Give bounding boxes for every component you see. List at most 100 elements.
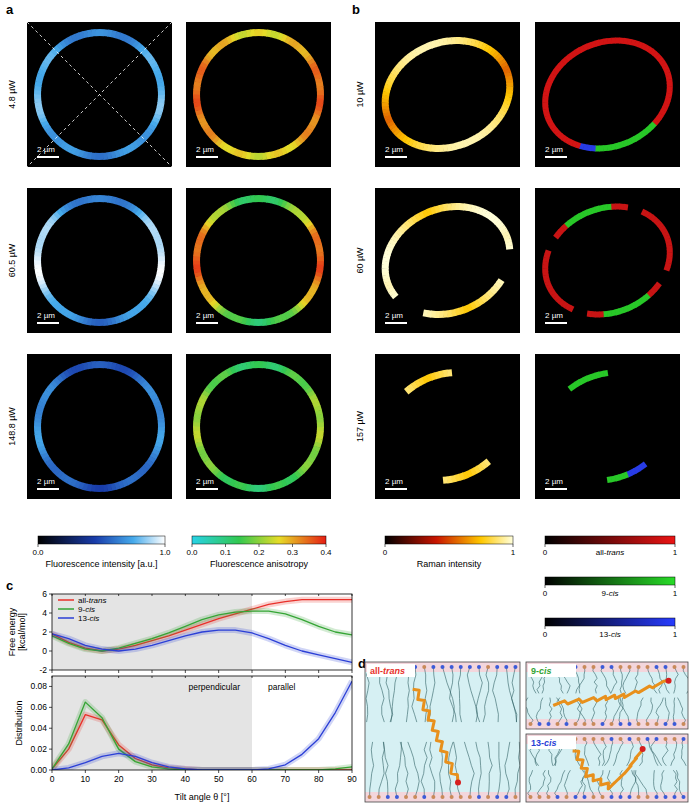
colorbar	[192, 536, 326, 544]
ring-segment	[550, 122, 552, 125]
ring-segment	[201, 118, 203, 122]
ring-segment	[151, 226, 153, 230]
ring-segment	[435, 209, 440, 210]
ring-segment	[654, 53, 657, 56]
headgroup	[513, 665, 517, 669]
ring-segment	[203, 395, 205, 399]
ring-segment	[119, 484, 123, 486]
plot-frame	[52, 594, 352, 670]
label: 0.2	[253, 548, 265, 557]
headgroup	[673, 665, 677, 669]
label: all-trans	[78, 596, 106, 605]
ring-segment	[503, 230, 505, 233]
lipid	[497, 742, 500, 797]
lipid	[483, 667, 488, 722]
ring-segment	[119, 152, 123, 154]
ring-segment	[307, 295, 310, 299]
ring-segment	[413, 143, 417, 145]
ring-segment	[44, 121, 46, 125]
headgroup	[431, 665, 435, 669]
headgroup	[601, 665, 605, 669]
ring-segment	[242, 486, 247, 487]
ring-segment	[140, 470, 143, 473]
x-tick	[85, 676, 86, 678]
ring-segment	[146, 298, 149, 302]
label: 0.3	[287, 548, 299, 557]
ring-segment	[563, 59, 566, 62]
headgroup	[556, 722, 560, 726]
lipid	[467, 667, 479, 722]
ring-segment	[159, 107, 160, 112]
ring-segment	[547, 251, 548, 255]
headgroup	[610, 665, 614, 669]
label: Fluorescence intensity [a.u.]	[45, 559, 157, 569]
ring-segment	[478, 466, 482, 469]
error-band	[52, 715, 352, 770]
x-tick	[352, 770, 353, 773]
lipid	[657, 667, 663, 693]
ring-segment	[103, 484, 108, 491]
ring-segment	[50, 132, 53, 136]
headgroup	[477, 665, 481, 669]
ring-segment	[615, 145, 620, 146]
ring-segment	[282, 482, 286, 484]
ring-segment	[250, 195, 255, 202]
lipid	[681, 739, 686, 766]
colorbar-tick	[545, 585, 546, 588]
label: Distribution	[14, 700, 24, 745]
headgroup	[368, 795, 372, 799]
ring-segment	[203, 453, 205, 457]
ring-segment	[296, 307, 300, 310]
snapshot-frame	[526, 662, 688, 729]
lipid	[458, 667, 461, 722]
ring-segment	[645, 295, 649, 298]
ring-segment	[231, 482, 235, 484]
ring-segment	[420, 146, 424, 147]
ring-segment	[42, 67, 44, 71]
ring-segment	[576, 145, 580, 146]
lipid	[676, 770, 683, 797]
colorbar-tick	[259, 544, 260, 547]
label: 9-cis	[78, 605, 95, 614]
ring-segment	[576, 50, 580, 52]
ring-segment	[72, 316, 76, 318]
scale-bar	[545, 156, 567, 158]
ring-segment	[224, 312, 228, 314]
ring-segment	[451, 37, 456, 44]
ring-segment	[239, 200, 243, 201]
snapshot-frame	[526, 734, 688, 802]
ring-segment	[234, 484, 238, 486]
ring-segment	[39, 272, 40, 277]
ring-segment	[305, 54, 308, 58]
ring-segment	[200, 70, 202, 74]
colorbar-tick	[513, 544, 514, 547]
ring-segment	[42, 450, 44, 454]
ring-segment	[488, 126, 491, 129]
label: 10	[81, 774, 91, 784]
ring-segment	[271, 34, 276, 35]
ring-segment	[159, 244, 160, 249]
ring-segment	[123, 316, 127, 318]
headgroup	[422, 665, 426, 669]
ring-segment	[566, 306, 570, 308]
y-tick	[49, 632, 52, 633]
ring-segment	[127, 39, 131, 41]
ring-segment	[591, 376, 596, 377]
ring-segment	[158, 407, 159, 411]
label: [kcal/mol]	[17, 613, 27, 651]
label: 0.04	[30, 723, 47, 733]
ring-segment	[123, 150, 127, 152]
ring-segment	[69, 39, 73, 41]
ring-segment	[427, 45, 432, 47]
ring-segment	[666, 266, 667, 270]
ring-segment	[316, 418, 323, 423]
ring-segment	[153, 396, 155, 400]
ring-segment	[314, 67, 316, 71]
micrograph	[27, 188, 172, 333]
ring-segment	[420, 48, 424, 50]
ring-segment	[215, 47, 218, 50]
scale-bar	[37, 322, 59, 324]
ring-segment	[566, 140, 570, 142]
ring-segment	[494, 120, 497, 123]
x-tick	[52, 770, 53, 773]
